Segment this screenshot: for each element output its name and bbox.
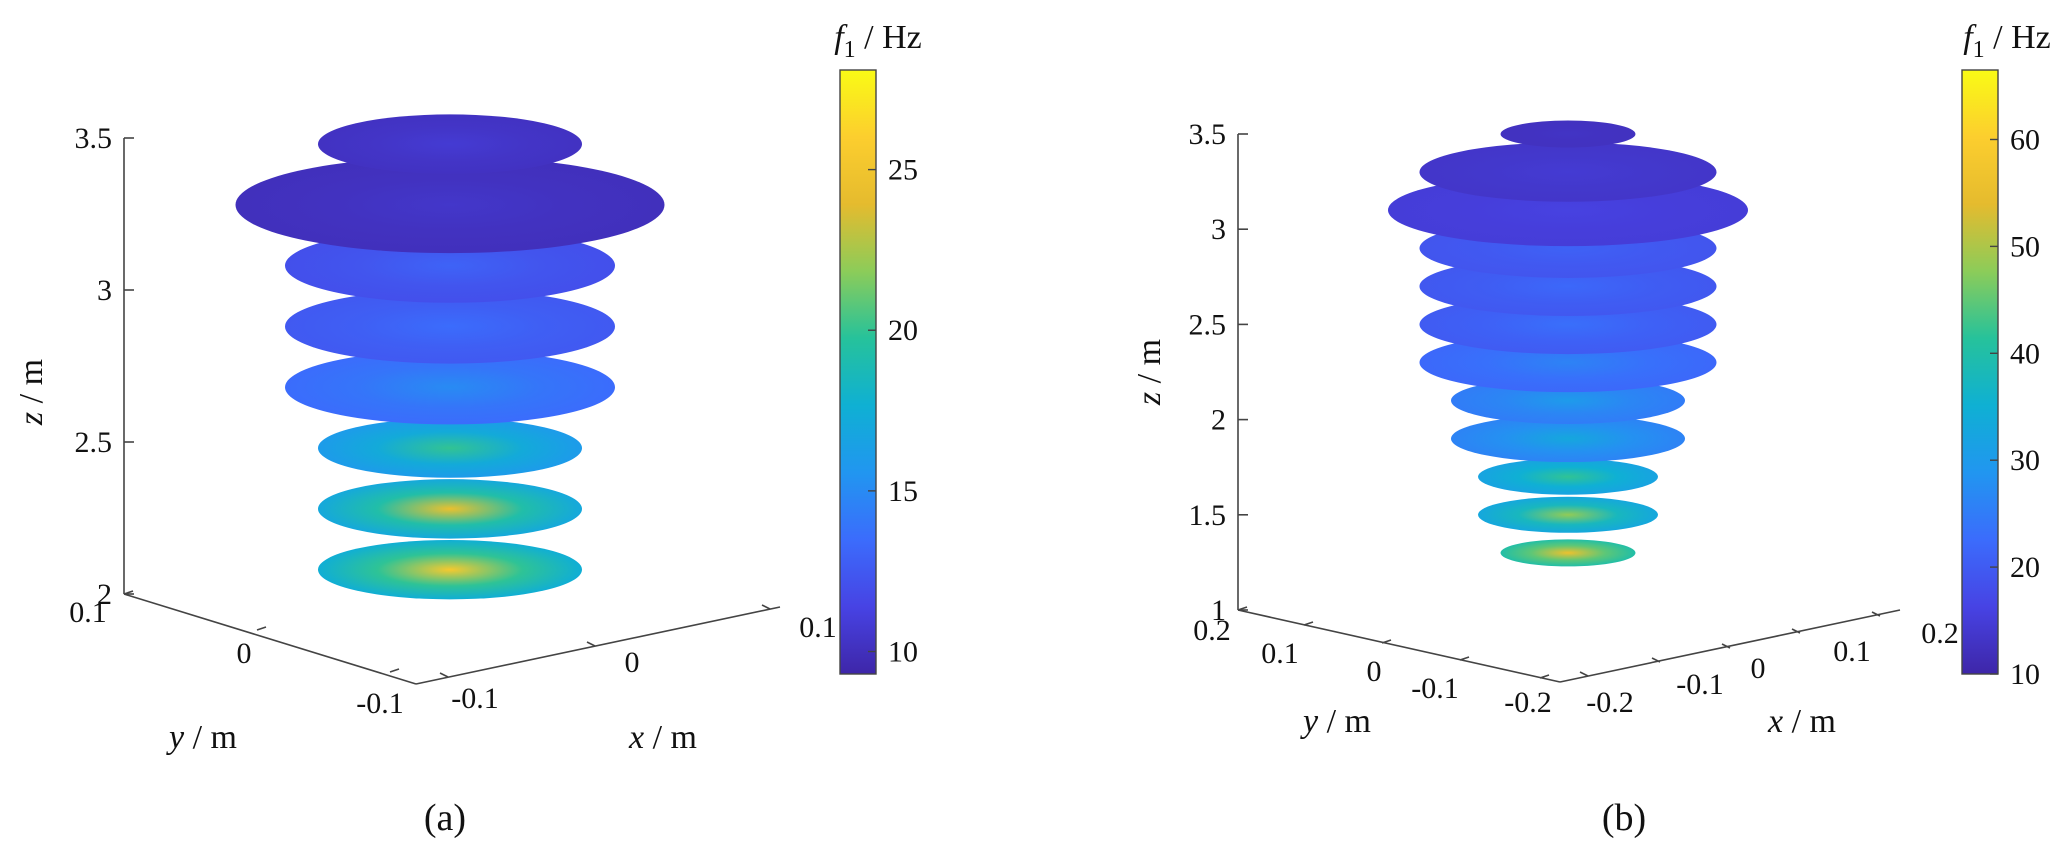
x-tick-label: 0.2	[1921, 617, 1959, 650]
z-tick-label: 2.5	[75, 426, 113, 459]
colorbar-gradient	[1961, 69, 1999, 675]
panel-a-caption: (a)	[424, 797, 466, 839]
z-tick-label: 3	[97, 274, 112, 307]
disk-surface	[1478, 458, 1658, 495]
panel-b-x-axis-label: x / m	[1767, 703, 1836, 740]
panel-a-disks	[235, 114, 665, 600]
y-tick-mark	[1459, 656, 1470, 661]
y-tick-mark	[123, 590, 134, 595]
colorbar-tick-label: 15	[888, 475, 918, 508]
z-tick-label: 3	[1211, 213, 1226, 246]
disk-surface	[1500, 539, 1636, 567]
z-tick-label: 3.5	[1189, 118, 1227, 151]
y-tick-mark	[1237, 606, 1248, 611]
x-tick-label: 0	[625, 646, 640, 679]
y-tick-mark	[1539, 674, 1550, 679]
disk-surface	[318, 418, 582, 478]
x-axis-line	[415, 606, 781, 685]
y-tick-label: -0.1	[1411, 672, 1459, 705]
disk-surface	[1478, 496, 1658, 533]
disk-surface	[1500, 120, 1636, 148]
disk-surface	[285, 289, 615, 364]
panel-b-axes: 1 1.5 2 2.5 3 3.5 0.2 0.1 0 -0.1 -0.2 -0.2 -0.1 0 0.1 0…	[1189, 118, 1959, 719]
y-tick-mark	[1381, 639, 1392, 644]
disk-surface	[285, 350, 615, 425]
z-tick-label: 2	[97, 578, 112, 611]
panel-a-y-axis-label: y / m	[166, 719, 237, 756]
x-tick-mark	[439, 672, 449, 678]
disk-surface	[318, 479, 582, 539]
disk-surface	[235, 156, 665, 254]
colorbar-tick-label: 40	[2010, 337, 2040, 370]
x-tick-label: 0.1	[1833, 635, 1871, 668]
y-tick-label: 0.2	[1193, 614, 1231, 647]
y-tick-label: -0.2	[1504, 686, 1552, 719]
disk-surface	[318, 114, 582, 174]
y-tick-mark	[1303, 621, 1314, 626]
colorbar-tick-label: 60	[2010, 123, 2040, 156]
x-tick-label: 0	[1751, 652, 1766, 685]
disk-surface	[318, 539, 582, 600]
colorbar-tick-label: 25	[888, 154, 918, 187]
y-tick-mark	[389, 668, 400, 673]
y-tick-mark	[256, 626, 267, 631]
x-axis-line	[1559, 609, 1901, 683]
colorbar-tick-label: 20	[888, 314, 918, 347]
y-tick-label: 0.1	[69, 596, 107, 629]
x-tick-mark	[1871, 611, 1881, 617]
x-tick-mark	[1579, 671, 1589, 677]
panel-a-colorbar: 10 15 20 25	[839, 69, 918, 675]
x-tick-label: -0.1	[451, 682, 499, 715]
x-tick-mark	[586, 641, 596, 647]
z-tick-label: 3.5	[75, 122, 113, 155]
panel-b-colorbar-label: f1 / Hz	[1963, 19, 2051, 63]
z-tick-label: 2	[1211, 404, 1226, 437]
x-tick-mark	[1721, 643, 1731, 649]
x-tick-mark	[761, 604, 771, 610]
panel-b-z-axis-label: z / m	[1131, 339, 1168, 406]
y-tick-label: 0	[237, 637, 252, 670]
panel-b: 1 1.5 2 2.5 3 3.5 0.2 0.1 0 -0.1 -0.2 -0.2 -0.1 0 0.1 0…	[1131, 19, 2051, 839]
colorbar-gradient	[839, 69, 877, 675]
colorbar-tick-label: 50	[2010, 230, 2040, 263]
x-tick-mark	[1791, 628, 1801, 634]
panel-b-y-axis-label: y / m	[1300, 703, 1371, 740]
panel-a-z-axis-label: z / m	[13, 359, 50, 426]
y-tick-label: 0	[1367, 655, 1382, 688]
z-tick-label: 1.5	[1189, 499, 1227, 532]
colorbar-tick-label: 20	[2010, 551, 2040, 584]
y-tick-label: -0.1	[356, 687, 404, 720]
z-tick-label: 1	[1211, 594, 1226, 627]
y-axis-line	[123, 593, 417, 685]
panel-a-x-axis-label: x / m	[628, 719, 697, 756]
z-tick-label: 2.5	[1189, 308, 1227, 341]
x-tick-label: 0.1	[799, 611, 837, 644]
panel-b-colorbar: 10 20 30 40 50 60	[1961, 69, 2040, 691]
colorbar-tick-label: 30	[2010, 444, 2040, 477]
y-axis-line	[1237, 609, 1561, 683]
x-tick-label: -0.2	[1586, 686, 1634, 719]
disk-surface	[1419, 142, 1717, 202]
panel-a-axes: 2 2.5 3 3.5 0.1 0 -0.1 -0.1 0 0.1	[69, 122, 837, 720]
panel-b-disks	[1388, 120, 1748, 567]
x-tick-label: -0.1	[1676, 668, 1724, 701]
panel-a-colorbar-label: f1 / Hz	[834, 19, 922, 63]
colorbar-tick-label: 10	[2010, 658, 2040, 691]
disk-surface	[1451, 415, 1685, 463]
x-tick-mark	[1651, 657, 1661, 663]
colorbar-tick-label: 10	[888, 636, 918, 669]
y-tick-label: 0.1	[1261, 637, 1299, 670]
panel-b-caption: (b)	[1602, 797, 1646, 839]
